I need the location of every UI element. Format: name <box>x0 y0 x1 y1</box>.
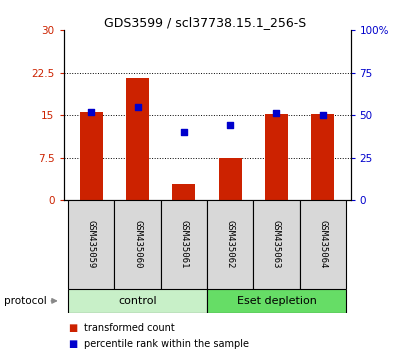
Point <box>180 129 187 135</box>
Text: transformed count: transformed count <box>84 322 174 332</box>
Text: GSM435064: GSM435064 <box>317 220 326 268</box>
Bar <box>310 114 333 200</box>
Bar <box>299 200 345 289</box>
Text: ■: ■ <box>67 339 77 349</box>
Bar <box>68 200 114 289</box>
Point <box>88 109 94 114</box>
Text: Eset depletion: Eset depletion <box>236 296 316 306</box>
Point <box>272 110 279 116</box>
Bar <box>218 158 241 200</box>
Bar <box>160 200 207 289</box>
Text: GSM435059: GSM435059 <box>87 220 96 268</box>
Point <box>226 122 233 128</box>
Point <box>134 104 141 109</box>
Point <box>319 112 325 118</box>
Text: GSM435062: GSM435062 <box>225 220 234 268</box>
Bar <box>126 78 149 200</box>
Bar <box>80 112 103 200</box>
Bar <box>68 289 207 313</box>
Bar <box>172 184 195 200</box>
Bar <box>114 200 160 289</box>
Text: GSM435061: GSM435061 <box>179 220 188 268</box>
Bar <box>207 200 253 289</box>
Text: protocol: protocol <box>4 296 47 306</box>
Bar <box>264 114 288 200</box>
Text: GSM435063: GSM435063 <box>271 220 280 268</box>
Bar <box>253 200 299 289</box>
Text: GDS3599 / scl37738.15.1_256-S: GDS3599 / scl37738.15.1_256-S <box>103 16 306 29</box>
Text: GSM435060: GSM435060 <box>133 220 142 268</box>
Bar <box>207 289 345 313</box>
Text: control: control <box>118 296 157 306</box>
Text: percentile rank within the sample: percentile rank within the sample <box>84 339 248 349</box>
Text: ■: ■ <box>67 322 77 332</box>
